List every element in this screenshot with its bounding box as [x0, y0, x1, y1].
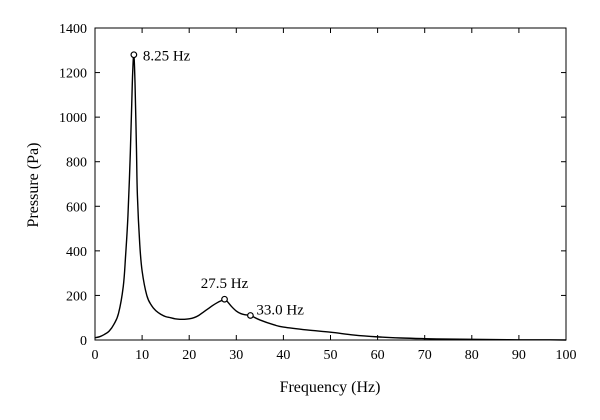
y-tick-label: 800: [66, 156, 87, 171]
peak-label: 8.25 Hz: [143, 49, 191, 65]
x-axis-title: Frequency (Hz): [280, 379, 381, 396]
x-tick-label: 50: [324, 348, 338, 363]
peak-label: 33.0 Hz: [256, 302, 304, 318]
x-tick-label: 100: [556, 348, 577, 363]
y-tick-label: 1000: [59, 111, 87, 126]
y-tick-label: 400: [66, 245, 87, 260]
y-tick-label: 1400: [59, 22, 87, 37]
x-tick-label: 40: [276, 348, 290, 363]
peak-marker: [221, 295, 228, 303]
x-tick-label: 20: [182, 348, 196, 363]
x-tick-label: 80: [465, 348, 479, 363]
x-tick-label: 60: [371, 348, 385, 363]
x-tick-label: 70: [418, 348, 432, 363]
plot-frame: [94, 27, 567, 341]
peak-marker: [247, 312, 254, 319]
y-tick-label: 0: [80, 334, 87, 349]
y-tick-label: 200: [66, 289, 87, 304]
x-tick-label: 0: [92, 348, 99, 363]
y-tick-label: 600: [66, 200, 87, 215]
y-tick-label: 1200: [59, 67, 87, 82]
series-line-0: [94, 53, 567, 341]
peak-label: 27.5 Hz: [201, 276, 249, 292]
y-axis-title: Pressure (Pa): [25, 143, 42, 228]
x-tick-label: 10: [135, 348, 149, 363]
x-tick-label: 90: [512, 348, 526, 363]
x-tick-label: 30: [229, 348, 243, 363]
peak-marker: [130, 51, 138, 59]
